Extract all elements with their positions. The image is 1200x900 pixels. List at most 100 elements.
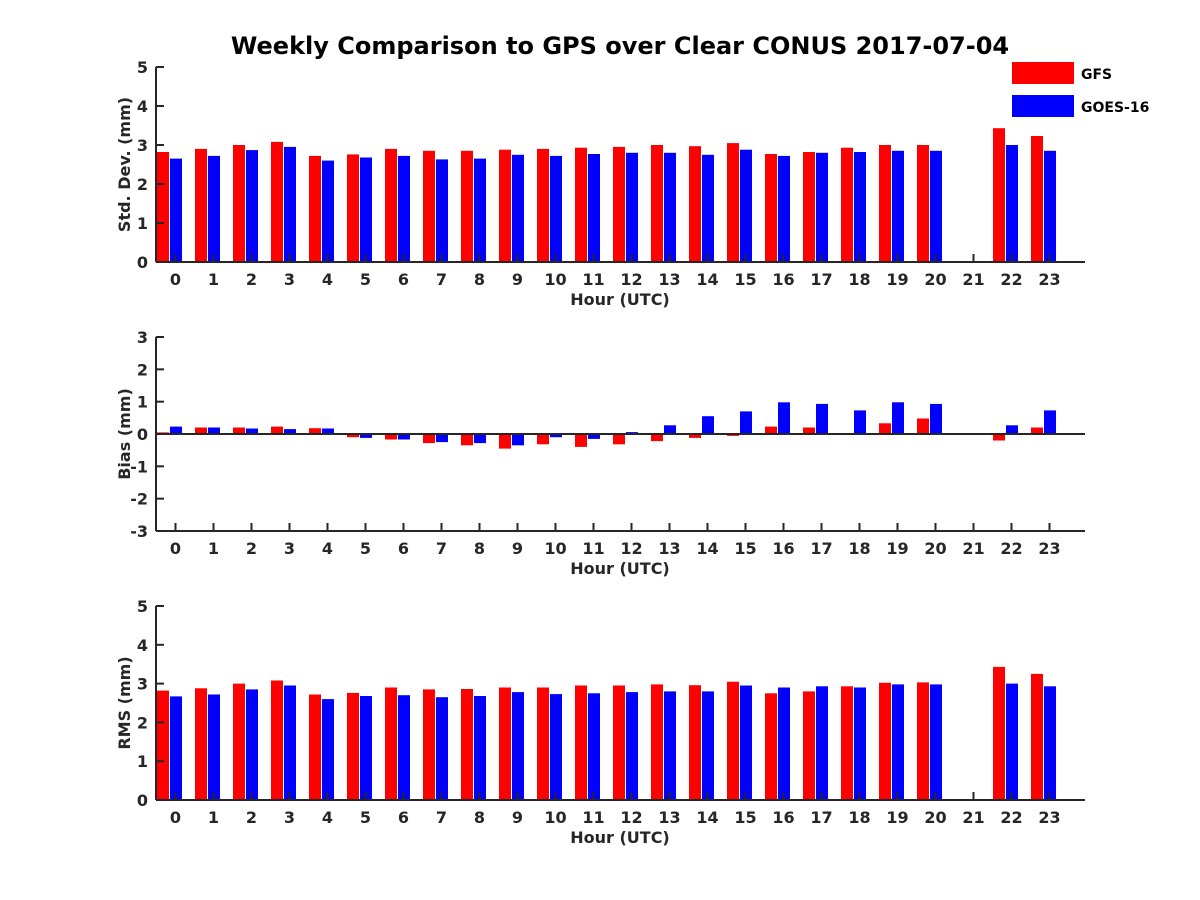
bar-rms-goes16-10: [550, 694, 562, 800]
x-tick-label-std-16: 16: [772, 270, 794, 289]
x-tick-label-rms-5: 5: [360, 808, 371, 827]
legend-swatch-gfs: [1012, 62, 1074, 84]
bar-std-gfs-12: [613, 146, 625, 262]
bar-bias-gfs-5: [347, 434, 359, 438]
bar-std-goes16-20: [930, 150, 942, 262]
x-tick-label-rms-20: 20: [924, 808, 946, 827]
x-tick-label-bias-21: 21: [962, 539, 984, 558]
bar-bias-goes16-10: [550, 434, 562, 438]
x-tick-label-bias-1: 1: [208, 539, 219, 558]
bar-bias-goes16-11: [588, 434, 600, 439]
x-tick-label-std-7: 7: [436, 270, 447, 289]
bar-bias-gfs-4: [309, 428, 321, 434]
bar-bias-goes16-22: [1006, 425, 1018, 434]
x-tick-label-bias-3: 3: [284, 539, 295, 558]
x-tick-label-rms-13: 13: [658, 808, 680, 827]
bar-std-goes16-10: [550, 155, 562, 262]
x-tick-label-rms-3: 3: [284, 808, 295, 827]
x-tick-label-std-8: 8: [474, 270, 485, 289]
bar-rms-goes16-13: [664, 691, 676, 800]
bar-bias-gfs-20: [917, 418, 929, 434]
bar-rms-gfs-7: [423, 689, 435, 800]
x-tick-label-rms-0: 0: [170, 808, 181, 827]
bar-rms-gfs-18: [841, 686, 853, 800]
bar-bias-gfs-22: [993, 434, 1005, 441]
bar-rms-goes16-8: [474, 696, 486, 800]
y-tick-label-bias-1: 1: [137, 393, 148, 412]
bar-std-gfs-7: [423, 150, 435, 262]
x-tick-label-rms-14: 14: [696, 808, 718, 827]
y-tick-label-rms-1: 1: [137, 752, 148, 771]
bar-rms-goes16-3: [284, 685, 296, 800]
bar-bias-goes16-18: [854, 410, 866, 434]
legend: GFS GOES-16: [1012, 62, 1149, 117]
x-tick-label-bias-14: 14: [696, 539, 718, 558]
bar-std-gfs-6: [385, 148, 397, 262]
bar-rms-goes16-18: [854, 687, 866, 800]
x-tick-label-rms-2: 2: [246, 808, 257, 827]
bar-std-gfs-22: [993, 128, 1005, 262]
x-tick-label-bias-13: 13: [658, 539, 680, 558]
x-tick-label-std-2: 2: [246, 270, 257, 289]
x-tick-label-std-22: 22: [1000, 270, 1022, 289]
bar-rms-gfs-22: [993, 666, 1005, 800]
x-tick-label-bias-6: 6: [398, 539, 409, 558]
x-tick-label-rms-1: 1: [208, 808, 219, 827]
bar-std-goes16-2: [246, 150, 258, 262]
x-tick-label-std-15: 15: [734, 270, 756, 289]
bar-bias-goes16-8: [474, 434, 486, 444]
legend-swatch-goes16: [1012, 95, 1074, 117]
x-tick-label-rms-10: 10: [544, 808, 566, 827]
bar-std-goes16-22: [1006, 145, 1018, 262]
y-tick-label-bias-0: 0: [137, 425, 148, 444]
bar-std-gfs-10: [537, 148, 549, 262]
bar-rms-goes16-20: [930, 684, 942, 800]
bar-rms-gfs-9: [499, 687, 511, 800]
bar-bias-gfs-11: [575, 434, 587, 447]
bar-bias-goes16-7: [436, 434, 448, 443]
x-tick-label-rms-7: 7: [436, 808, 447, 827]
x-tick-label-bias-5: 5: [360, 539, 371, 558]
bar-rms-gfs-6: [385, 687, 397, 800]
y-axis-label-bias: Bias (mm): [115, 388, 134, 480]
x-tick-label-rms-22: 22: [1000, 808, 1022, 827]
x-tick-label-std-11: 11: [582, 270, 604, 289]
bar-std-gfs-15: [727, 143, 739, 262]
bar-rms-gfs-10: [537, 687, 549, 800]
y-tick-label-bias-3: 3: [137, 328, 148, 347]
y-tick-label-std-1: 1: [137, 214, 148, 233]
bar-std-gfs-18: [841, 147, 853, 262]
y-tick-label-std-2: 2: [137, 175, 148, 194]
x-tick-label-std-17: 17: [810, 270, 832, 289]
bar-bias-gfs-14: [689, 434, 701, 438]
x-tick-label-std-0: 0: [170, 270, 181, 289]
bar-bias-goes16-1: [208, 427, 220, 434]
bar-bias-goes16-19: [892, 402, 904, 434]
y-tick-label-bias-2: 2: [137, 360, 148, 379]
x-tick-label-std-14: 14: [696, 270, 718, 289]
bar-rms-gfs-11: [575, 685, 587, 800]
bar-std-goes16-13: [664, 152, 676, 262]
x-tick-label-bias-16: 16: [772, 539, 794, 558]
bar-rms-gfs-15: [727, 681, 739, 800]
y-tick-label-rms-4: 4: [137, 636, 148, 655]
bar-rms-gfs-3: [271, 680, 283, 800]
bar-rms-goes16-0: [170, 696, 182, 800]
x-tick-label-std-3: 3: [284, 270, 295, 289]
bar-std-gfs-9: [499, 149, 511, 262]
bar-std-goes16-11: [588, 154, 600, 262]
bar-rms-goes16-22: [1006, 683, 1018, 800]
x-tick-label-rms-8: 8: [474, 808, 485, 827]
bar-bias-goes16-16: [778, 402, 790, 434]
bar-bias-goes16-17: [816, 403, 828, 434]
bar-bias-gfs-12: [613, 434, 625, 445]
y-tick-label-std-0: 0: [137, 253, 148, 272]
bar-rms-gfs-13: [651, 684, 663, 800]
bar-std-goes16-8: [474, 158, 486, 262]
bar-rms-goes16-4: [322, 699, 334, 800]
x-axis-label-rms: Hour (UTC): [570, 828, 670, 847]
x-tick-label-bias-10: 10: [544, 539, 566, 558]
x-tick-label-bias-7: 7: [436, 539, 447, 558]
bar-bias-gfs-23: [1031, 427, 1043, 434]
